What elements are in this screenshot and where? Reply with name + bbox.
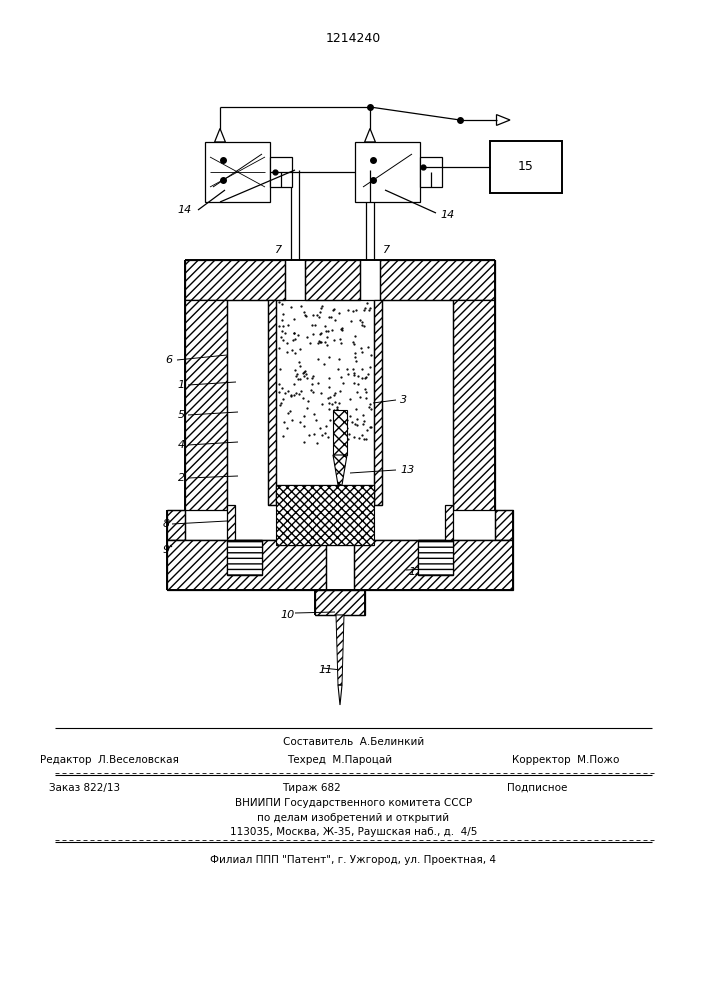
Text: Филиал ППП "Патент", г. Ужгород, ул. Проектная, 4: Филиал ППП "Патент", г. Ужгород, ул. Про…: [211, 855, 496, 865]
Text: ВНИИПИ Государственного комитета СССР: ВНИИПИ Государственного комитета СССР: [235, 798, 472, 808]
Text: Редактор  Л.Веселовская: Редактор Л.Веселовская: [40, 755, 179, 765]
Polygon shape: [167, 510, 185, 540]
Polygon shape: [495, 510, 513, 540]
Text: 3: 3: [400, 395, 407, 405]
Text: 11: 11: [318, 665, 332, 675]
Text: по делам изобретений и открытий: по делам изобретений и открытий: [257, 813, 450, 823]
Polygon shape: [336, 615, 344, 685]
Text: Тираж 682: Тираж 682: [281, 783, 341, 793]
Text: 6: 6: [165, 355, 172, 365]
Polygon shape: [333, 410, 347, 455]
Text: 1214240: 1214240: [325, 32, 380, 45]
Text: 113035, Москва, Ж-35, Раушская наб., д.  4/5: 113035, Москва, Ж-35, Раушская наб., д. …: [230, 827, 477, 837]
Polygon shape: [453, 300, 495, 510]
Polygon shape: [333, 455, 347, 485]
Text: Подписное: Подписное: [507, 783, 568, 793]
Bar: [490, 141, 562, 193]
Bar: [420, 157, 442, 187]
Bar: [270, 157, 292, 187]
Text: Составитель  А.Белинкий: Составитель А.Белинкий: [283, 737, 424, 747]
Text: 5: 5: [178, 410, 185, 420]
Text: 13: 13: [400, 465, 414, 475]
Text: Техред  М.Пароцай: Техред М.Пароцай: [287, 755, 392, 765]
Polygon shape: [185, 300, 227, 510]
Polygon shape: [185, 260, 285, 300]
Polygon shape: [305, 260, 360, 300]
Text: 15: 15: [518, 160, 534, 174]
Polygon shape: [227, 505, 235, 540]
Polygon shape: [418, 540, 453, 575]
Text: 14: 14: [177, 205, 192, 215]
Bar: [355, 142, 420, 202]
Text: 2: 2: [178, 473, 185, 483]
Polygon shape: [167, 540, 326, 590]
Text: Заказ 822/13: Заказ 822/13: [49, 783, 120, 793]
Polygon shape: [276, 485, 374, 545]
Polygon shape: [315, 590, 365, 615]
Text: Корректор  М.Пожо: Корректор М.Пожо: [512, 755, 619, 765]
Text: 14: 14: [440, 210, 455, 220]
Bar: [205, 142, 270, 202]
Text: 10: 10: [281, 610, 295, 620]
Polygon shape: [380, 260, 495, 300]
Text: 4: 4: [178, 440, 185, 450]
Text: 8: 8: [163, 519, 170, 529]
Text: 1: 1: [178, 380, 185, 390]
Polygon shape: [268, 300, 276, 505]
Text: 12: 12: [408, 567, 422, 577]
Text: 9: 9: [163, 545, 170, 555]
Text: 7: 7: [383, 245, 390, 255]
Polygon shape: [445, 505, 453, 540]
Polygon shape: [227, 540, 262, 575]
Polygon shape: [374, 300, 382, 505]
Text: 7: 7: [275, 245, 282, 255]
Polygon shape: [354, 540, 513, 590]
